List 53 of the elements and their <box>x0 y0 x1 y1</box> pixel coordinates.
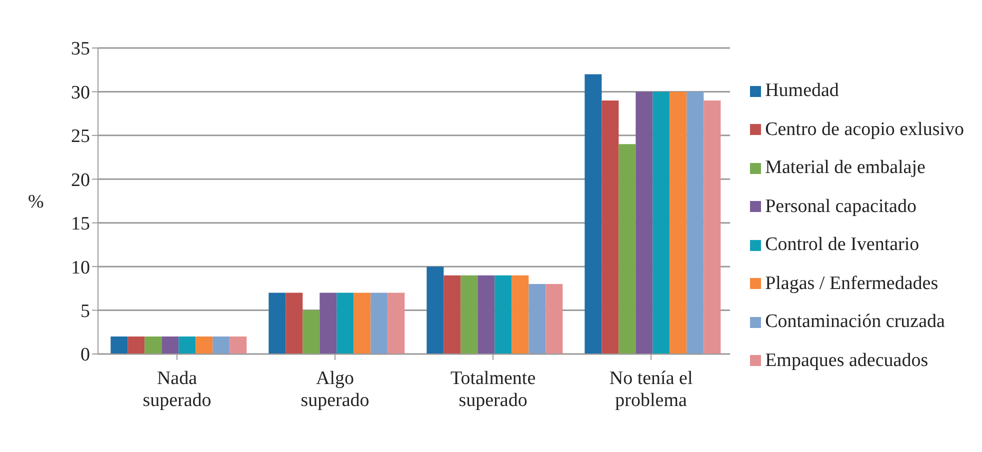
bar <box>268 292 286 354</box>
y-tick-label: 0 <box>80 344 90 366</box>
bar <box>528 284 546 354</box>
bar <box>546 284 563 354</box>
x-tick-label: Totalmente superado <box>450 368 536 411</box>
y-tick-label: 5 <box>80 301 90 322</box>
bar <box>512 275 529 354</box>
y-tick-label: 10 <box>71 257 90 278</box>
bar <box>636 92 653 354</box>
y-tick-label: 15 <box>71 214 90 235</box>
bar <box>196 336 213 354</box>
legend-label: Personal capacitado <box>765 196 916 218</box>
legend-label: Centro de acopio exlusivo <box>765 118 964 141</box>
bar <box>652 92 670 354</box>
bar <box>162 336 179 354</box>
y-tick-label: 20 <box>71 170 90 191</box>
x-tick-label: Nada superado <box>142 368 212 411</box>
legend-label: Control de Iventario <box>765 234 920 256</box>
bar <box>230 336 247 354</box>
bar <box>110 336 128 354</box>
bar <box>370 292 388 354</box>
bar <box>670 92 687 354</box>
bar <box>602 100 619 354</box>
x-tick-label: Algo superado <box>300 368 370 411</box>
bar <box>128 336 145 354</box>
y-tick-label: 30 <box>71 82 90 104</box>
bar <box>584 74 602 354</box>
bar <box>320 292 337 354</box>
bar <box>286 292 303 354</box>
bar <box>618 144 636 354</box>
legend-label: Empaques adecuados <box>765 350 928 372</box>
bar <box>478 275 495 354</box>
bar <box>426 266 444 354</box>
bar <box>704 100 721 354</box>
bar <box>144 336 162 354</box>
y-axis-title: % <box>28 192 44 213</box>
x-tick-label: No tenía el problema <box>609 368 693 411</box>
legend-label: Material de embalaje <box>765 157 926 180</box>
y-tick-label: 35 <box>71 38 90 60</box>
bar <box>354 292 371 354</box>
bar <box>494 275 512 354</box>
legend-label: Plagas / Enfermedades <box>765 272 938 295</box>
bar <box>388 292 405 354</box>
bar <box>686 92 704 354</box>
legend-label: Humedad <box>765 80 839 102</box>
bar <box>336 292 354 354</box>
bar <box>212 336 230 354</box>
bar <box>460 275 478 354</box>
bar <box>444 275 461 354</box>
bar <box>302 310 320 354</box>
y-tick-label: 25 <box>71 126 90 148</box>
legend-label: Contaminación cruzada <box>765 311 945 334</box>
bar <box>178 336 196 354</box>
